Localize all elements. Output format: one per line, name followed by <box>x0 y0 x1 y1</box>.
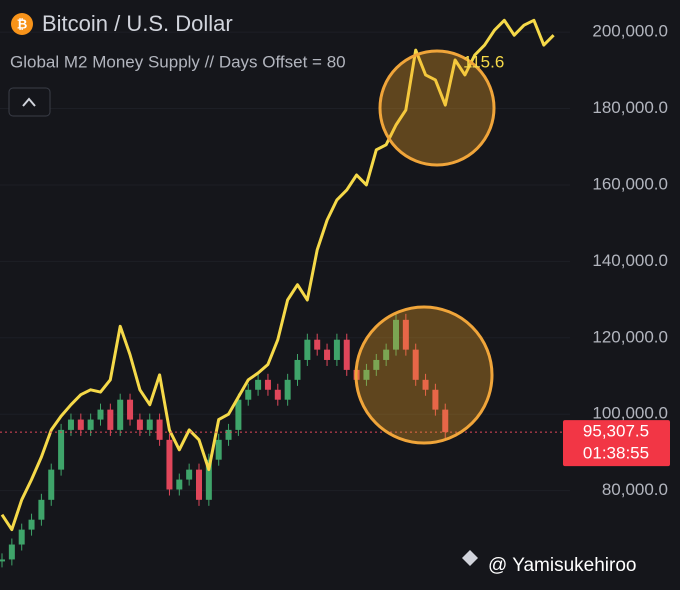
candle <box>127 399 134 420</box>
chart-title: Bitcoin / U.S. Dollar <box>42 11 233 36</box>
highlight-circle <box>378 49 496 167</box>
candle <box>432 389 439 410</box>
watermark: @ Yamisukehiroo <box>488 555 636 576</box>
y-tick-label: 180,000.0 <box>592 98 668 117</box>
price-box <box>563 420 670 467</box>
plot <box>0 18 570 568</box>
candle <box>274 389 281 400</box>
candle <box>117 399 124 430</box>
candle <box>442 409 449 433</box>
candle <box>186 469 193 480</box>
candle <box>107 409 114 430</box>
legend-label: Global M2 Money Supply // Days Offset = … <box>10 52 346 71</box>
candle <box>38 499 45 520</box>
candle <box>48 469 55 500</box>
candle <box>363 369 370 380</box>
bitcoin-icon-symbol: ₿ <box>17 16 28 31</box>
candle <box>8 544 15 560</box>
candle <box>97 409 104 420</box>
price-countdown: 01:38:55 <box>583 444 649 463</box>
legend-value: 115.6 <box>463 52 504 71</box>
candle <box>136 419 143 430</box>
candle <box>314 339 321 350</box>
candle <box>176 479 183 490</box>
candle <box>146 419 153 430</box>
candle <box>412 349 419 380</box>
candle <box>67 419 74 430</box>
watermark-icon <box>462 550 478 566</box>
y-tick-label: 80,000.0 <box>602 480 668 499</box>
y-tick-label: 200,000.0 <box>592 22 668 41</box>
collapse-button[interactable] <box>8 87 51 117</box>
candle <box>373 359 380 370</box>
candle <box>284 379 291 400</box>
candle <box>333 339 340 360</box>
candle <box>255 379 262 390</box>
candle <box>324 349 331 360</box>
y-tick-label: 100,000.0 <box>592 404 668 423</box>
candle <box>383 349 390 360</box>
y-tick-label: 160,000.0 <box>592 174 668 193</box>
candle <box>58 429 65 470</box>
candle <box>215 439 222 460</box>
highlight-circle <box>354 305 494 445</box>
candle <box>264 379 271 390</box>
y-tick-label: 140,000.0 <box>592 251 668 270</box>
candle <box>245 389 252 400</box>
candle <box>28 519 35 530</box>
candle <box>0 559 5 562</box>
candle <box>205 459 212 500</box>
candle <box>156 419 163 440</box>
candle <box>87 419 94 430</box>
collapse-icon <box>22 97 36 107</box>
candle <box>196 469 202 500</box>
candle <box>235 399 242 430</box>
candle <box>77 419 84 430</box>
candle <box>402 319 409 350</box>
candle <box>18 529 25 545</box>
overlay: 80,000.0 100,000.0 120,000.0 140,000.0 160,0… <box>563 22 670 499</box>
candle <box>166 439 173 490</box>
bitcoin-icon <box>11 13 33 35</box>
m2-line <box>0 18 555 532</box>
price-label: 95,307.5 <box>583 422 649 441</box>
candle <box>225 429 232 440</box>
candle <box>422 379 429 390</box>
candle <box>393 319 399 350</box>
candle <box>304 339 311 360</box>
candle <box>294 359 301 380</box>
y-tick-label: 120,000.0 <box>592 327 668 346</box>
candle <box>343 339 350 370</box>
